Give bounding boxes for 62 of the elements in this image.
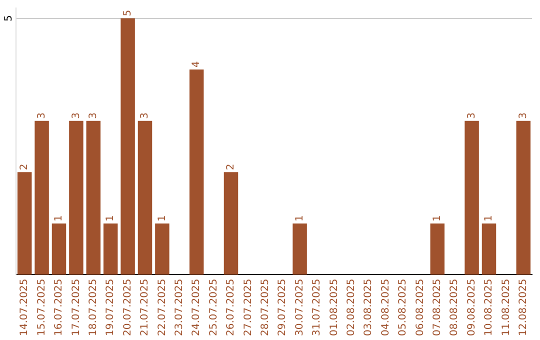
data-label: 2	[19, 164, 30, 170]
x-tick-label: 25.07.2025	[208, 278, 220, 336]
x-tick-label: 03.08.2025	[363, 278, 374, 336]
x-tick-label: 20.07.2025	[122, 278, 134, 336]
x-tick-label: 04.08.2025	[380, 278, 392, 336]
data-label: 1	[54, 215, 65, 222]
bar	[482, 223, 496, 275]
bar	[430, 223, 445, 275]
x-tick-label: 01.08.2025	[328, 278, 340, 336]
x-tick-label: 26.07.2025	[226, 278, 237, 336]
x-tick-label: 24.07.2025	[191, 278, 202, 336]
bar	[464, 120, 479, 275]
data-label: 3	[518, 112, 529, 119]
x-tick-label: 15.07.2025	[36, 278, 48, 336]
bar	[224, 172, 238, 275]
x-tick-label: 02.08.2025	[346, 278, 357, 336]
bar	[34, 120, 49, 275]
bar	[189, 70, 204, 275]
x-tick-label: 23.07.2025	[174, 278, 185, 336]
x-tick-label: 09.08.2025	[466, 278, 478, 336]
x-tick-label: 18.07.2025	[88, 278, 99, 336]
x-tick-label: 29.07.2025	[277, 278, 288, 336]
data-label: 1	[484, 215, 495, 222]
data-label: 1	[432, 215, 443, 222]
bar	[103, 223, 118, 275]
data-label: 3	[88, 112, 99, 119]
x-tick-label: 27.07.2025	[242, 278, 254, 336]
bar	[292, 223, 307, 275]
data-label: 3	[140, 112, 151, 119]
bar	[120, 18, 135, 275]
x-tick-label: 07.08.2025	[432, 278, 443, 336]
x-tick-label: 11.08.2025	[500, 278, 512, 336]
data-label: 1	[156, 215, 168, 222]
bar	[155, 223, 170, 275]
x-tick-label: 06.08.2025	[414, 278, 426, 336]
x-tick-label: 17.07.2025	[70, 278, 82, 336]
x-tick-label: 12.08.2025	[518, 278, 529, 336]
data-label: 1	[105, 215, 116, 222]
x-tick-label: 14.07.2025	[19, 278, 30, 336]
x-tick-label: 21.07.2025	[140, 278, 151, 336]
data-label: 3	[466, 112, 478, 119]
data-label: 4	[191, 61, 202, 68]
x-tick-label: 10.08.2025	[484, 278, 495, 336]
data-label: 1	[294, 215, 306, 222]
x-tick-label: 31.07.2025	[312, 278, 323, 336]
bar	[138, 120, 152, 275]
x-tick-label: 08.08.2025	[449, 278, 460, 336]
data-label: 2	[226, 164, 237, 170]
data-label: 3	[36, 112, 48, 119]
x-tick-label: 19.07.2025	[105, 278, 116, 336]
bar	[86, 120, 101, 275]
data-label: 5	[122, 10, 134, 16]
x-tick-label: 28.07.2025	[260, 278, 271, 336]
x-tick-label: 05.08.2025	[398, 278, 409, 336]
x-tick-label: 22.07.2025	[156, 278, 168, 336]
x-tick-label: 16.07.2025	[54, 278, 65, 336]
bar	[516, 120, 531, 275]
data-label: 3	[70, 112, 82, 119]
bar	[69, 120, 84, 275]
bar	[17, 172, 32, 275]
x-tick-label: 30.07.2025	[294, 278, 306, 336]
bar	[52, 223, 66, 275]
